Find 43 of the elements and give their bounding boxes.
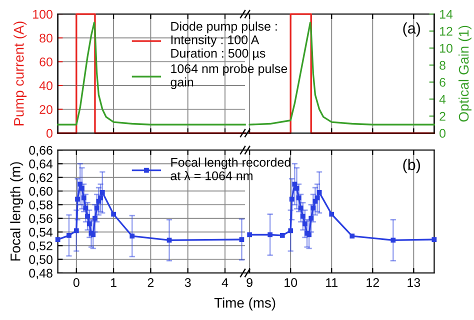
x-tick-label: 13 [408, 278, 420, 288]
x-tick-label: 4 [222, 278, 228, 287]
y2-tick-label: 0 [440, 128, 446, 138]
y-tick-label: 0,56 [29, 214, 52, 224]
legend-label: Focal length recorded at λ = 1064 nm [170, 158, 290, 180]
y2-tick-label: 4 [439, 95, 446, 104]
y2-axis-title: Optical Gain (1) [458, 26, 472, 122]
x-tick-label: 10 [284, 278, 298, 288]
legend-label: 1064 nm probe pulse gain [170, 64, 288, 90]
y-tick-label: 0,52 [29, 241, 52, 252]
y-tick-label: 0,60 [29, 186, 52, 198]
y-tick-label: 20 [40, 105, 52, 114]
y-tick-label: 0,48 [29, 268, 52, 280]
y-tick-label: 0,62 [29, 173, 52, 184]
y2-tick-label: 12 [440, 26, 452, 36]
y-tick-label: 80 [40, 34, 52, 43]
y2-tick-label: 8 [440, 60, 446, 70]
y-tick-label: 40 [39, 81, 52, 90]
y-tick-label: 100 [33, 10, 52, 19]
y-axis-title: Focal length (m) [10, 162, 24, 261]
y2-tick-label: 10 [440, 44, 452, 53]
x-tick-label: 1 [111, 278, 116, 287]
x-tick-label: 9 [246, 278, 252, 288]
y2-tick-label: 14 [440, 10, 453, 19]
y-tick-label: 60 [40, 57, 52, 66]
y-tick-label: 0,64 [29, 160, 53, 170]
y-tick-label: 0,58 [29, 200, 52, 211]
x-axis-title: Time (ms) [214, 298, 276, 310]
y2-tick-label: 2 [440, 112, 446, 121]
annotation: (a) [403, 22, 420, 37]
legend-label: Diode pump pulse : Intensity : 100 A Duration : 500 µs [171, 22, 277, 60]
x-tick-label: 11 [326, 278, 338, 287]
y2-tick-label: 6 [440, 78, 446, 87]
y-axis-title: Pump current (A) [14, 22, 27, 126]
y-tick-label: 0 [46, 128, 52, 138]
x-tick-label: 3 [184, 278, 191, 288]
annotation: (b) [403, 158, 420, 174]
x-tick-label: 12 [366, 278, 379, 287]
x-tick-label: 2 [148, 278, 154, 287]
y-tick-label: 0,50 [29, 255, 52, 266]
x-tick-label: 0 [73, 278, 80, 288]
y-tick-label: 0,66 [29, 146, 52, 156]
y-tick-label: 0,54 [29, 228, 53, 238]
